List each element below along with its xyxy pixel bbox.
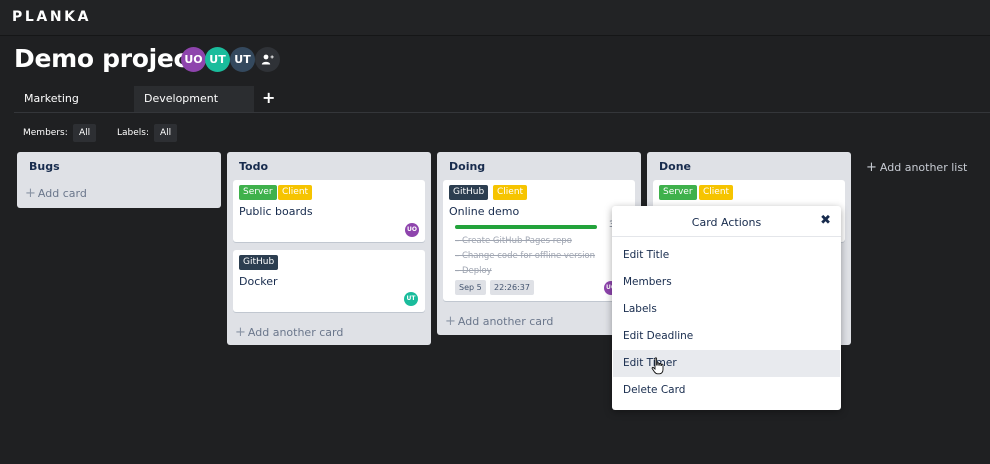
plus-icon: + bbox=[866, 160, 877, 175]
action-delete-card[interactable]: Delete Card bbox=[623, 384, 686, 396]
label-github: GitHub bbox=[239, 255, 279, 270]
label-github: GitHub bbox=[449, 185, 489, 200]
action-edit-timer[interactable]: Edit Timer bbox=[613, 350, 840, 377]
member-avatar[interactable]: UT bbox=[205, 47, 230, 72]
close-icon[interactable]: ✖ bbox=[820, 213, 831, 228]
label-client: Client bbox=[699, 185, 734, 200]
card-member-avatar[interactable]: UT bbox=[404, 292, 418, 306]
plus-icon: + bbox=[445, 314, 456, 329]
card-title: Docker bbox=[239, 275, 278, 288]
card-title: Public boards bbox=[239, 205, 313, 218]
app-logo[interactable]: PLANKA bbox=[12, 9, 92, 25]
add-another-card-button[interactable]: + Add another card bbox=[445, 314, 554, 329]
tabs-divider bbox=[14, 112, 990, 113]
action-members[interactable]: Members bbox=[623, 276, 672, 288]
list-title[interactable]: Bugs bbox=[29, 160, 60, 173]
card-docker[interactable]: GitHub Docker UT bbox=[233, 250, 425, 312]
label-client: Client bbox=[278, 185, 313, 200]
project-title: Demo project bbox=[14, 44, 200, 73]
plus-icon: + bbox=[25, 186, 36, 201]
plus-icon: + bbox=[235, 325, 246, 340]
add-another-card-button[interactable]: + Add another card bbox=[235, 325, 344, 340]
list-title[interactable]: Todo bbox=[239, 160, 269, 173]
action-labels[interactable]: Labels bbox=[623, 303, 657, 315]
task-item: – Change code for offline version bbox=[455, 251, 596, 261]
add-board-button[interactable]: + bbox=[262, 88, 276, 107]
task-item: – Create GitHub Pages repo bbox=[455, 236, 572, 246]
members-filter-label: Members: bbox=[23, 128, 68, 138]
card-title: Online demo bbox=[449, 205, 520, 218]
labels-filter-button[interactable]: All bbox=[154, 124, 178, 142]
labels-filter-label: Labels: bbox=[117, 128, 150, 138]
list-bugs: Bugs + Add card bbox=[17, 152, 221, 208]
add-user-icon bbox=[261, 54, 274, 65]
add-card-button[interactable]: + Add card bbox=[25, 186, 87, 201]
add-member-button[interactable] bbox=[255, 47, 280, 72]
list-doing: Doing GitHub Client Online demo 3/ – Cre… bbox=[437, 152, 641, 335]
members-filter-button[interactable]: All bbox=[73, 124, 97, 142]
popup-divider bbox=[612, 236, 841, 237]
timer-badge[interactable]: 22:26:37 bbox=[490, 280, 534, 295]
member-avatar[interactable]: UO bbox=[181, 47, 206, 72]
popup-title: Card Actions bbox=[691, 216, 762, 229]
card-public-boards[interactable]: Server Client Public boards UO bbox=[233, 180, 425, 242]
label-client: Client bbox=[493, 185, 528, 200]
top-bar: PLANKA bbox=[0, 0, 990, 36]
tab-development[interactable]: Development bbox=[134, 86, 254, 112]
list-title[interactable]: Done bbox=[659, 160, 691, 173]
action-edit-title[interactable]: Edit Title bbox=[623, 249, 670, 261]
card-actions-popup: Card Actions ✖ Edit Title Members Labels… bbox=[612, 206, 841, 410]
hand-cursor-icon bbox=[651, 357, 664, 375]
due-date-badge[interactable]: Sep 5 bbox=[455, 280, 486, 295]
member-avatar[interactable]: UT bbox=[230, 47, 255, 72]
task-progress-fill bbox=[455, 225, 597, 229]
tab-marketing[interactable]: Marketing bbox=[24, 92, 79, 105]
task-item: – Deploy bbox=[455, 266, 492, 276]
card-member-avatar[interactable]: UO bbox=[405, 223, 419, 237]
add-list-button[interactable]: + Add another list bbox=[866, 160, 968, 175]
task-progress-bar bbox=[455, 225, 597, 229]
label-server: Server bbox=[239, 185, 277, 200]
list-title[interactable]: Doing bbox=[449, 160, 486, 173]
action-edit-deadline[interactable]: Edit Deadline bbox=[623, 330, 694, 342]
list-todo: Todo Server Client Public boards UO GitH… bbox=[227, 152, 431, 345]
card-online-demo[interactable]: GitHub Client Online demo 3/ – Create Gi… bbox=[443, 180, 635, 301]
label-server: Server bbox=[659, 185, 697, 200]
